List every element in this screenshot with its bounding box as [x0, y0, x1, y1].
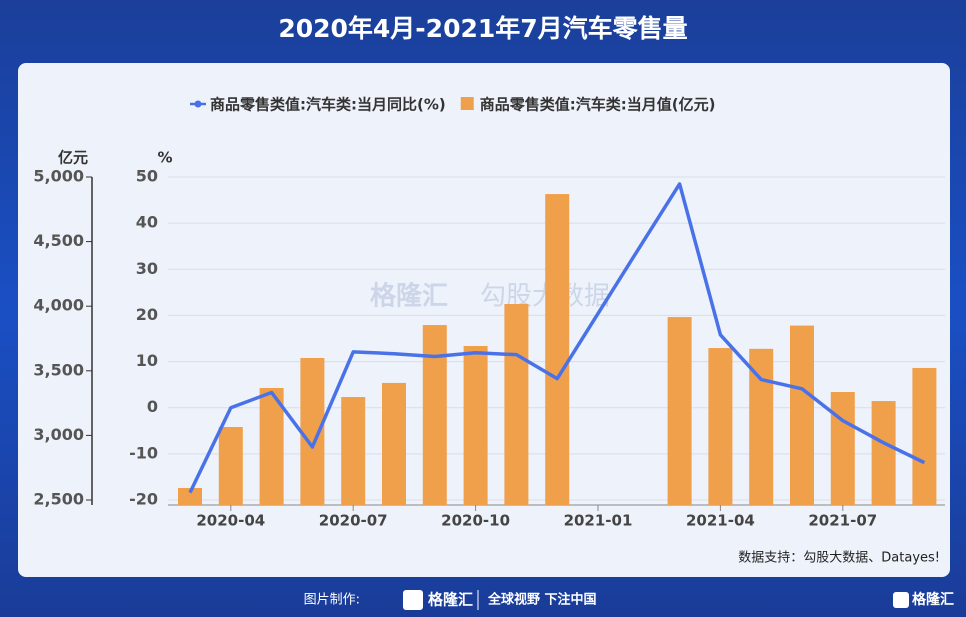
- footer-slogan: 全球视野 下注中国: [487, 592, 597, 608]
- y-unit: 亿元: [58, 149, 88, 167]
- y2-tick-label: 20: [136, 305, 158, 324]
- y2-unit: %: [157, 149, 172, 167]
- legend-swatch: [460, 97, 474, 110]
- bar: [504, 304, 529, 505]
- y-tick-label: 3,500: [33, 360, 84, 379]
- bar: [178, 487, 202, 505]
- bar: [790, 325, 814, 505]
- bar: [912, 367, 937, 505]
- watermark: 格隆汇 勾股大数据: [370, 281, 610, 312]
- footer-made-by: 图片制作:: [304, 593, 360, 608]
- y-tick-label: 5,000: [33, 167, 84, 186]
- watermark-text: 格隆汇: [370, 281, 448, 312]
- y-tick-label: 3,000: [33, 425, 84, 444]
- x-tick-label: 2021-07: [808, 512, 877, 530]
- logo-icon: [403, 590, 423, 610]
- y2-tick-label: 10: [136, 351, 158, 370]
- watermark-text: 勾股大数据: [480, 282, 610, 312]
- y-tick-label: 2,500: [33, 490, 84, 509]
- y2-tick-label: 30: [136, 259, 158, 278]
- bar: [422, 325, 447, 505]
- bar: [749, 348, 774, 505]
- bar: [218, 427, 243, 505]
- bar: [463, 345, 488, 505]
- bar: [871, 401, 896, 505]
- y-tick-label: 4,000: [33, 296, 84, 315]
- chart-title: 2020年4月-2021年7月汽车零售量: [278, 14, 687, 43]
- y2-tick-label: -20: [129, 490, 158, 509]
- x-tick-label: 2020-10: [441, 512, 510, 530]
- logo-icon: [893, 592, 909, 608]
- bar: [382, 382, 406, 505]
- legend-label: 商品零售类值:汽车类:当月同比(%): [210, 96, 446, 114]
- footer-logo: 格隆汇: [428, 591, 473, 609]
- y2-tick-label: 0: [147, 397, 158, 416]
- x-tick-label: 2021-01: [564, 512, 633, 530]
- legend-label: 商品零售类值:汽车类:当月值(亿元): [480, 96, 716, 114]
- x-tick-label: 2020-04: [196, 512, 265, 530]
- legend-dot: [194, 100, 202, 108]
- x-tick-label: 2020-07: [319, 512, 388, 530]
- bar: [667, 317, 692, 505]
- y-tick-label: 4,500: [33, 231, 84, 250]
- source: 数据支持：勾股大数据、Datayes!: [738, 551, 940, 566]
- y2-tick-label: 50: [136, 167, 158, 186]
- line: [188, 182, 926, 494]
- bar: [259, 387, 284, 505]
- bar: [708, 348, 733, 505]
- y2-tick-label: -10: [129, 443, 158, 462]
- bar: [545, 194, 570, 506]
- footer-corner: 格隆汇: [912, 591, 954, 608]
- bar: [341, 397, 366, 505]
- x-tick-label: 2021-04: [686, 512, 755, 530]
- bar: [830, 391, 855, 505]
- y2-tick-label: 40: [136, 213, 158, 232]
